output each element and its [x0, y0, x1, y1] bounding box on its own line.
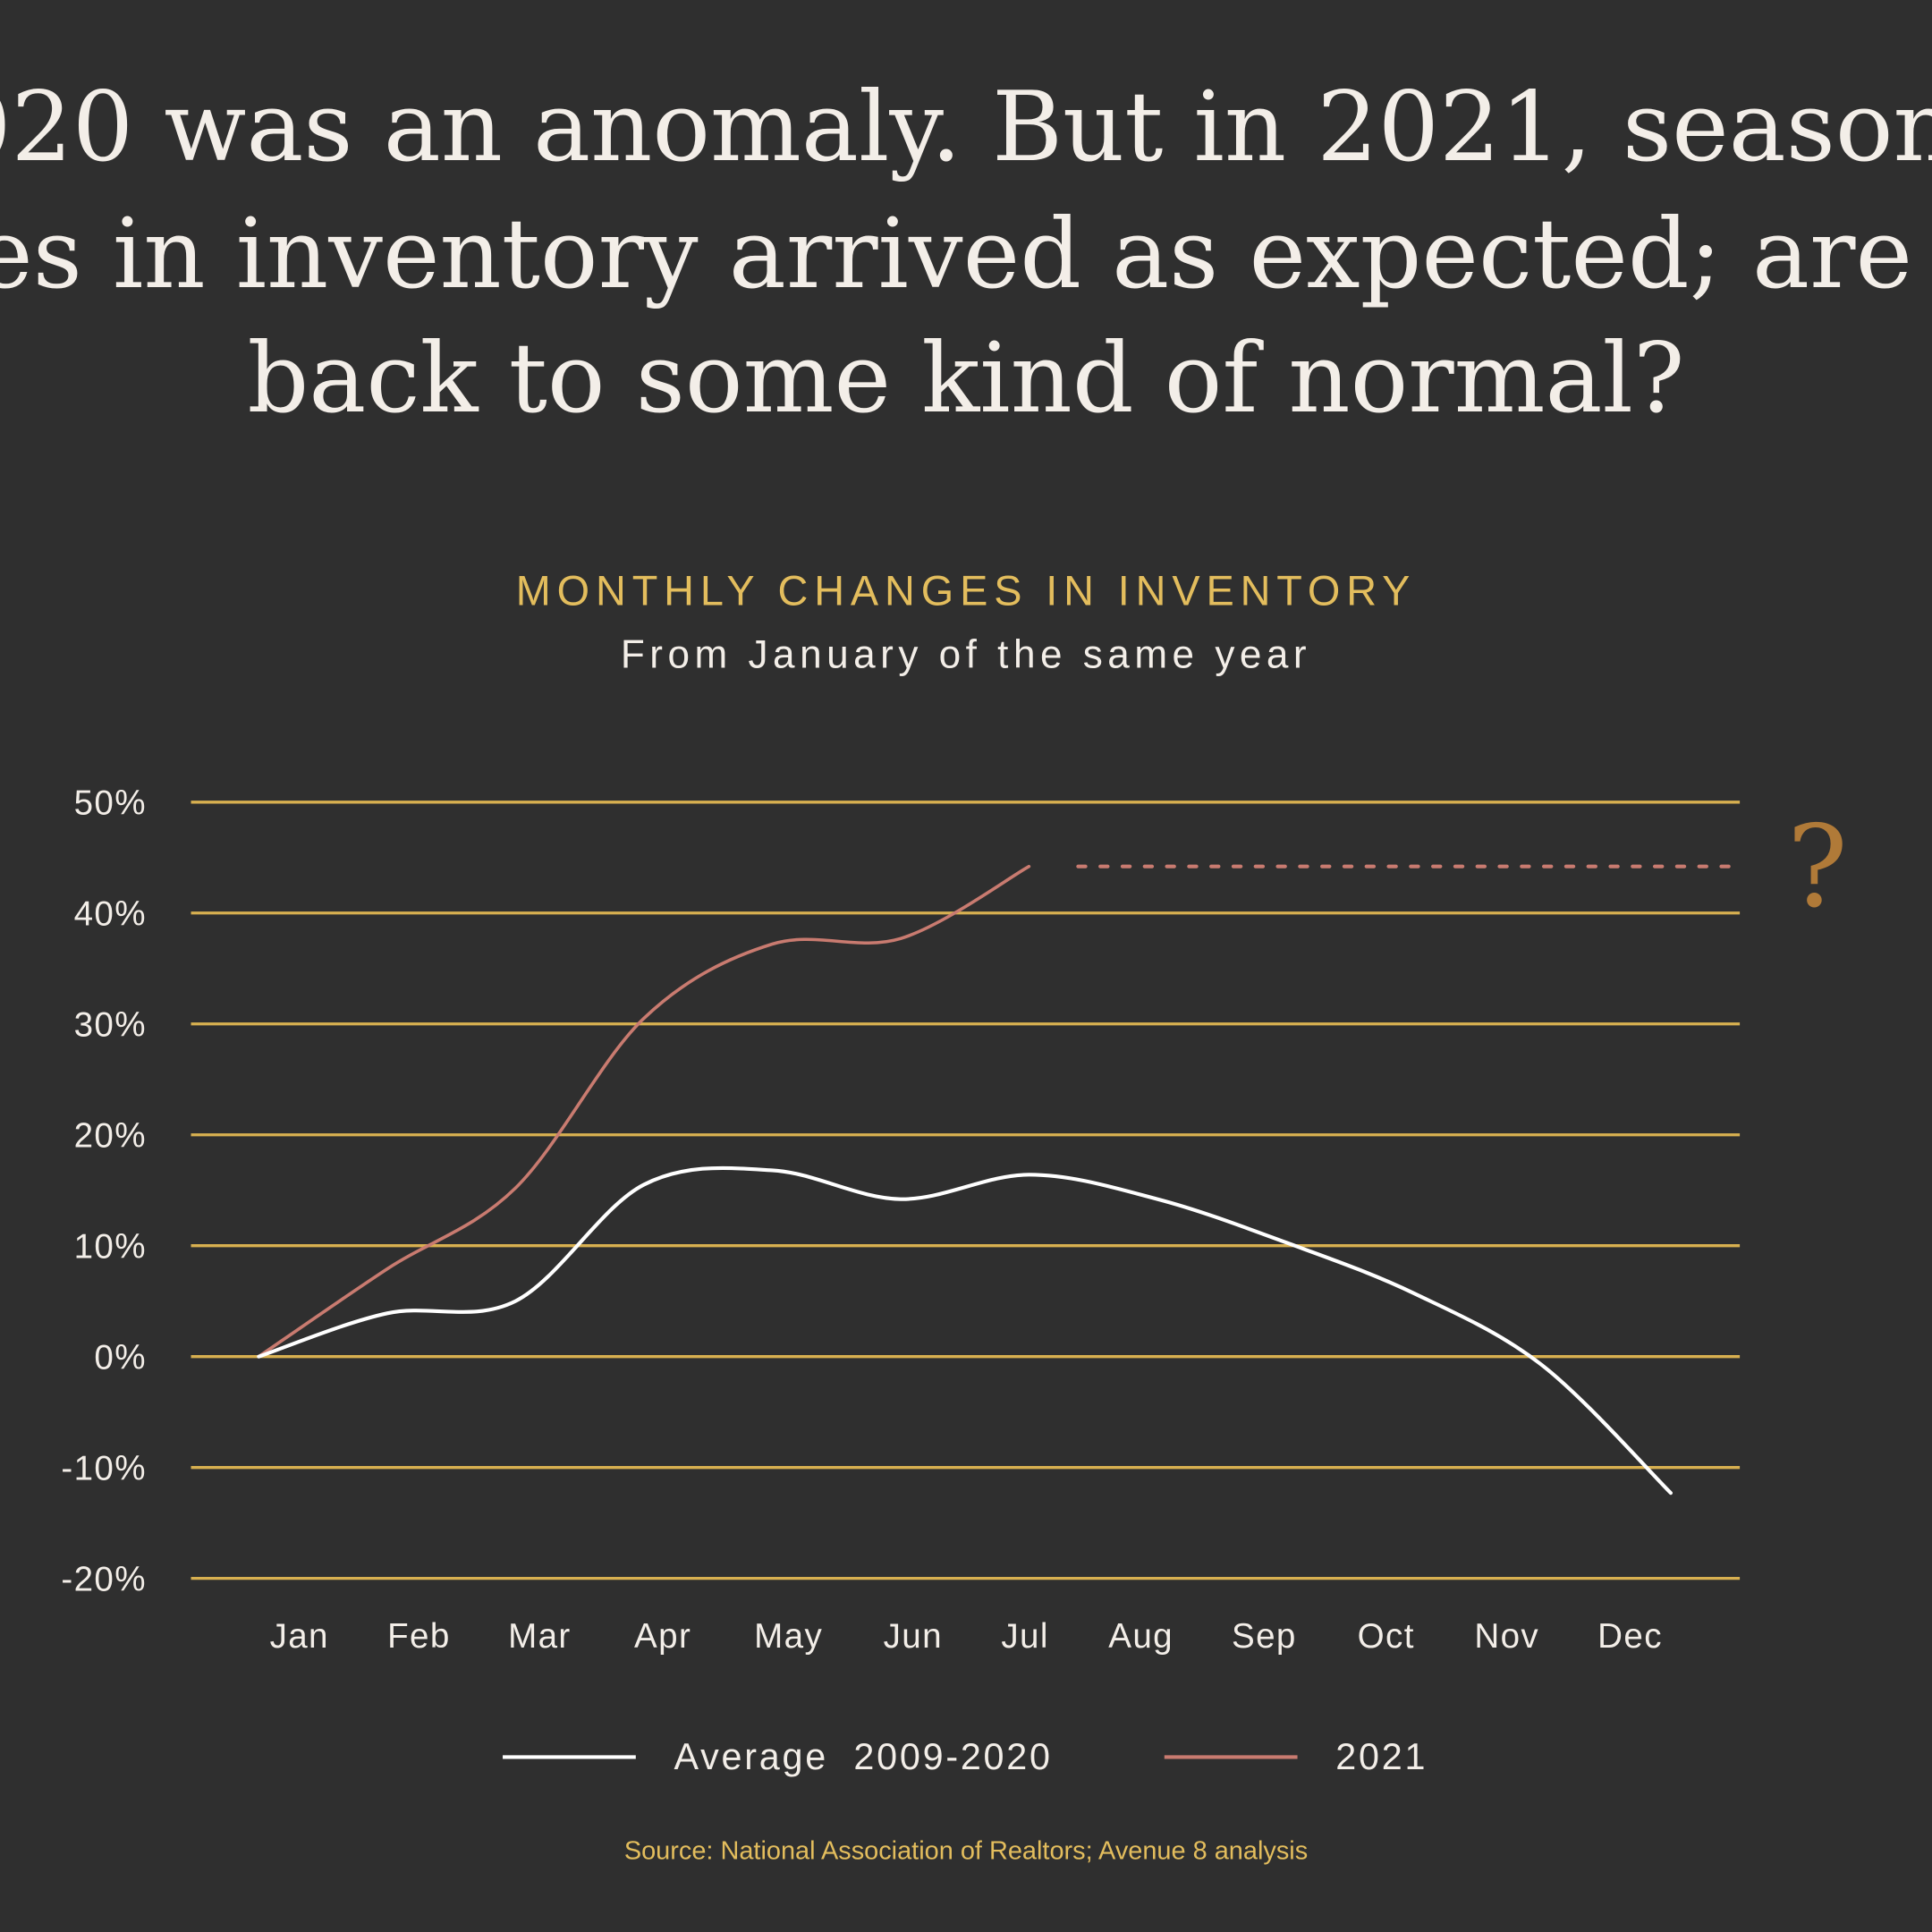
y-tick-label: 40%: [74, 895, 147, 934]
chart-subtitle: From January of the same year: [621, 633, 1311, 677]
legend-label-average: Average 2009-2020: [674, 1736, 1053, 1777]
x-tick-label: May: [754, 1617, 823, 1656]
x-tick-label: Mar: [508, 1617, 572, 1656]
x-tick-label: Aug: [1108, 1617, 1174, 1656]
legend-label-2021: 2021: [1335, 1736, 1428, 1777]
headline-line-2: rises in inventory arrived as expected; …: [0, 199, 1932, 310]
y-tick-label: 30%: [74, 1006, 147, 1045]
chart-title: MONTHLY CHANGES IN INVENTORY: [516, 567, 1416, 614]
x-tick-label: Jul: [1001, 1617, 1048, 1656]
series-lines: [257, 864, 1742, 1496]
x-tick-label: Sep: [1232, 1617, 1297, 1656]
headline-line-3: back to some kind of normal?: [248, 323, 1685, 435]
x-tick-label: Dec: [1597, 1617, 1663, 1656]
x-tick-label: Nov: [1474, 1617, 1539, 1656]
x-tick-label: Jun: [884, 1617, 943, 1656]
series-line-2021: [257, 864, 1031, 1359]
x-axis-ticks: Jan Feb Mar Apr May Jun Jul Aug Sep Oct Nov Dec: [270, 1617, 1663, 1656]
headline-line-1: 2020 was an anomaly. But in 2021, season…: [0, 72, 1932, 183]
x-tick-label: Apr: [634, 1617, 691, 1656]
y-tick-label: 0%: [94, 1338, 147, 1377]
series-line-average: [257, 1165, 1674, 1496]
y-tick-label: -20%: [61, 1560, 147, 1598]
gridlines: [191, 801, 1741, 1580]
y-tick-label: 10%: [74, 1227, 147, 1266]
y-tick-label: 50%: [74, 784, 147, 823]
y-tick-label: 20%: [74, 1117, 147, 1156]
x-tick-label: Oct: [1358, 1617, 1415, 1656]
x-tick-label: Feb: [387, 1617, 451, 1656]
y-axis-ticks: 50% 40% 30% 20% 10% 0% -10% -20%: [61, 784, 147, 1599]
x-tick-label: Jan: [270, 1617, 329, 1656]
projection-question-mark: ?: [1787, 801, 1848, 933]
source-note: Source: National Association of Realtors…: [624, 1837, 1308, 1866]
y-tick-label: -10%: [61, 1449, 147, 1487]
